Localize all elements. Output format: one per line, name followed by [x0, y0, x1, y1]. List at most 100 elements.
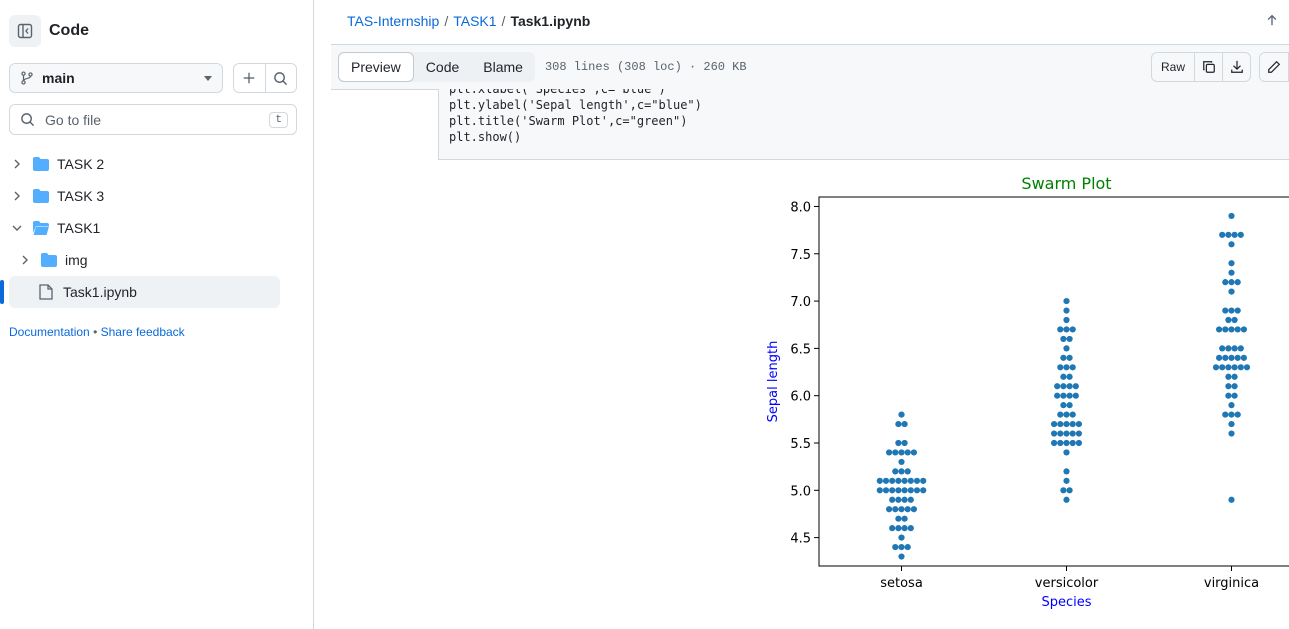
- breadcrumb: TAS-Internship / TASK1 / Task1.ipynb: [331, 0, 1289, 42]
- swarm-point-virginica: [1231, 345, 1238, 352]
- swarm-point-setosa: [892, 543, 899, 551]
- y-tick-label: 6.0: [790, 390, 811, 405]
- swarm-point-virginica: [1234, 326, 1241, 333]
- swarm-point-versicolor: [1051, 439, 1058, 447]
- swarm-point-virginica: [1219, 231, 1226, 238]
- swarm-point-setosa: [886, 506, 893, 513]
- swarm-point-setosa: [892, 449, 899, 456]
- download-button[interactable]: [1223, 52, 1251, 82]
- raw-button[interactable]: Raw: [1150, 52, 1195, 82]
- tree-item-task-2[interactable]: TASK 2: [0, 148, 313, 180]
- swarm-point-versicolor: [1060, 392, 1067, 399]
- swarm-point-virginica: [1231, 316, 1238, 324]
- swarm-point-setosa: [892, 506, 899, 513]
- y-tick-label: 8.0: [790, 200, 811, 215]
- swarm-point-versicolor: [1072, 383, 1079, 390]
- swarm-point-setosa: [901, 487, 908, 494]
- swarm-point-virginica: [1219, 364, 1226, 371]
- swarm-point-virginica: [1228, 307, 1235, 314]
- swarm-point-virginica: [1228, 241, 1235, 248]
- swarm-point-setosa: [910, 449, 917, 456]
- swarm-point-setosa: [913, 477, 921, 484]
- swarm-point-setosa: [892, 468, 899, 475]
- tree-item-task1-ipynb[interactable]: Task1.ipynb: [0, 276, 280, 308]
- swarm-point-versicolor: [1063, 468, 1070, 475]
- swarm-point-virginica: [1216, 354, 1223, 361]
- folder-icon: [33, 189, 49, 203]
- tree-item-img[interactable]: img: [0, 244, 313, 276]
- swarm-point-setosa: [876, 477, 883, 484]
- y-tick-label: 6.5: [790, 342, 811, 357]
- swarm-point-versicolor: [1063, 316, 1070, 324]
- swarm-point-setosa: [889, 525, 896, 532]
- swarm-point-versicolor: [1057, 430, 1064, 437]
- swarm-point-virginica: [1222, 307, 1229, 314]
- swarm-point-setosa: [901, 496, 908, 503]
- swarm-point-setosa: [901, 525, 908, 532]
- collapse-sidebar-button[interactable]: [9, 15, 41, 47]
- tab-preview[interactable]: Preview: [338, 52, 414, 82]
- share-feedback-link[interactable]: Share feedback: [100, 325, 185, 339]
- swarm-point-versicolor: [1051, 420, 1058, 428]
- swarm-point-virginica: [1237, 364, 1244, 371]
- branch-selector[interactable]: main: [9, 63, 223, 93]
- y-tick-label: 5.0: [790, 484, 811, 499]
- swarm-point-virginica: [1222, 326, 1229, 333]
- swarm-point-versicolor: [1063, 411, 1070, 418]
- active-indicator: [0, 280, 4, 304]
- add-file-button[interactable]: [234, 64, 266, 92]
- y-tick-label: 4.5: [790, 532, 811, 547]
- swarm-point-versicolor: [1063, 297, 1070, 305]
- tab-blame[interactable]: Blame: [483, 59, 523, 75]
- documentation-link[interactable]: Documentation: [9, 325, 90, 339]
- code-line: plt.title('Swarm Plot',c="green"): [449, 114, 688, 128]
- copy-raw-button[interactable]: [1195, 52, 1223, 82]
- go-to-file-input[interactable]: Go to file t: [9, 104, 297, 135]
- swarm-point-setosa: [901, 477, 908, 484]
- swarm-point-virginica: [1228, 260, 1235, 267]
- tab-code[interactable]: Code: [425, 59, 460, 75]
- swarm-point-virginica: [1219, 345, 1226, 352]
- tree-item-task-3[interactable]: TASK 3: [0, 180, 313, 212]
- file-meta: 308 lines (308 loc) · 260 KB: [544, 60, 747, 74]
- swarm-point-setosa: [907, 487, 914, 494]
- open-folder-icon: [33, 221, 49, 235]
- file-tree: TASK 2 TASK 3 TASK1 img Task1.ipynb: [0, 148, 313, 308]
- swarm-point-versicolor: [1060, 335, 1067, 343]
- breadcrumb-folder-link[interactable]: TASK1: [453, 13, 497, 29]
- swarm-point-versicolor: [1060, 402, 1067, 409]
- swarm-point-virginica: [1212, 364, 1220, 371]
- swarm-point-virginica: [1228, 326, 1235, 333]
- swarm-point-versicolor: [1063, 477, 1070, 484]
- swarm-point-versicolor: [1057, 420, 1064, 428]
- breadcrumb-separator: /: [501, 13, 506, 29]
- swarm-plot-chart: Swarm Plot 4.5 5.0 5.5 6.0 6.5 7.0 7.5 8.0 setosa…: [766, 174, 1289, 610]
- tree-item-task1[interactable]: TASK1: [0, 212, 313, 244]
- swarm-point-setosa: [895, 496, 902, 503]
- tree-item-label: Task1.ipynb: [63, 284, 137, 300]
- y-tick-label: 7.0: [790, 295, 811, 310]
- swarm-point-setosa: [901, 515, 908, 522]
- shortcut-key: t: [269, 111, 288, 128]
- swarm-point-versicolor: [1063, 326, 1070, 333]
- edit-button[interactable]: [1259, 52, 1289, 82]
- swarm-point-setosa: [895, 515, 902, 522]
- swarm-point-setosa: [904, 543, 911, 551]
- swarm-point-versicolor: [1066, 487, 1073, 494]
- swarm-point-versicolor: [1066, 402, 1073, 409]
- search-button[interactable]: [266, 64, 297, 92]
- branch-name: main: [42, 70, 75, 86]
- breadcrumb-repo-link[interactable]: TAS-Internship: [347, 13, 440, 29]
- swarm-point-setosa: [898, 411, 905, 418]
- code-cell: plt.xlabel('Species',c="blue") plt.ylabe…: [438, 89, 1289, 160]
- x-tick-label: versicolor: [1035, 576, 1099, 591]
- tree-item-label: TASK 2: [57, 156, 105, 172]
- swarm-point-virginica: [1234, 411, 1241, 418]
- swarm-point-setosa: [898, 543, 905, 551]
- swarm-point-setosa: [889, 477, 896, 484]
- swarm-point-virginica: [1234, 279, 1241, 286]
- chevron-right-icon: [17, 252, 33, 268]
- y-axis-label: Sepal length: [766, 341, 781, 423]
- swarm-point-setosa: [889, 487, 896, 494]
- arrow-up-icon[interactable]: [1265, 13, 1279, 27]
